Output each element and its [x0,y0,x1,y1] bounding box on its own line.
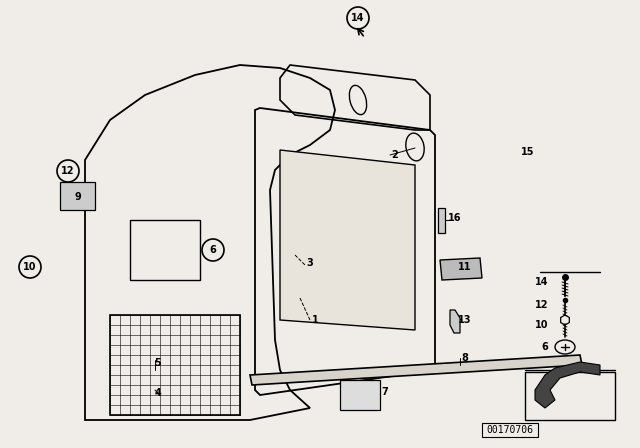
Text: 12: 12 [61,166,75,176]
Polygon shape [340,380,380,410]
Text: 3: 3 [307,258,314,268]
Text: 1: 1 [312,315,318,325]
Polygon shape [440,258,482,280]
Text: 12: 12 [534,300,548,310]
Polygon shape [280,150,415,330]
Text: 2: 2 [392,150,398,160]
Text: 15: 15 [521,147,535,157]
Text: 9: 9 [75,192,81,202]
Text: 10: 10 [534,320,548,330]
Text: 6: 6 [541,342,548,352]
Polygon shape [438,208,445,233]
Text: 10: 10 [23,262,36,272]
Text: 7: 7 [381,387,388,397]
Text: 5: 5 [155,358,161,368]
Text: 16: 16 [448,213,461,223]
Text: 00170706: 00170706 [486,425,534,435]
Text: 11: 11 [458,262,472,272]
Text: 14: 14 [351,13,365,23]
Text: 13: 13 [458,315,472,325]
Text: 4: 4 [155,388,161,398]
Polygon shape [60,182,95,210]
Polygon shape [450,310,460,333]
Polygon shape [535,362,600,408]
Text: 14: 14 [534,277,548,287]
Polygon shape [250,355,582,385]
Text: 8: 8 [461,353,468,363]
Text: 6: 6 [210,245,216,255]
